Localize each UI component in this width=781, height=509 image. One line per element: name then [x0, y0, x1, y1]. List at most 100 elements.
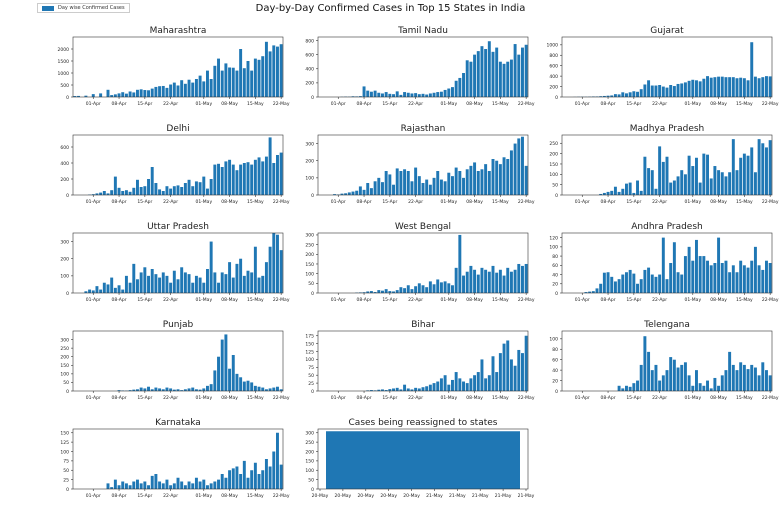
- bar: [731, 265, 735, 293]
- bar: [639, 190, 643, 195]
- bar: [191, 483, 195, 489]
- axes-frame: [72, 330, 284, 392]
- x-tick-label: 22-Apr: [163, 199, 178, 205]
- bar: [465, 60, 469, 97]
- bar: [469, 265, 473, 293]
- bar: [169, 282, 173, 293]
- bar: [621, 92, 625, 97]
- bar: [414, 167, 418, 195]
- y-tick-label: 100: [305, 271, 314, 277]
- bar: [680, 274, 684, 293]
- bar: [253, 58, 257, 97]
- bar: [176, 389, 180, 391]
- y-tick-label: 100: [60, 449, 69, 455]
- bar: [161, 389, 165, 391]
- chart-title: Andhra Pradesh: [631, 222, 702, 232]
- bar: [121, 191, 125, 195]
- bar: [476, 51, 480, 97]
- bar: [261, 56, 265, 97]
- y-tick-label: 60: [552, 263, 558, 269]
- bar: [276, 155, 279, 195]
- bar: [373, 181, 377, 195]
- bar: [695, 80, 698, 97]
- bar: [124, 483, 128, 489]
- bar: [257, 474, 261, 489]
- bar: [384, 171, 388, 195]
- bar: [242, 275, 246, 293]
- bar: [358, 96, 362, 97]
- bar: [110, 95, 114, 97]
- bar: [257, 59, 261, 97]
- bar: [476, 274, 480, 293]
- bar: [351, 96, 355, 97]
- bar: [124, 190, 128, 195]
- chart-title: Uttar Pradesh: [147, 222, 209, 232]
- x-tick-label: 20-May: [380, 493, 397, 499]
- bar: [161, 85, 165, 97]
- bar: [473, 269, 477, 293]
- bar: [706, 154, 709, 195]
- y-tick-label: 60: [552, 357, 558, 363]
- y-tick-label: 50: [63, 468, 69, 474]
- bar: [410, 289, 414, 293]
- axes-frame: [72, 134, 284, 196]
- y-tick-label: 150: [549, 162, 558, 168]
- bar: [669, 357, 673, 391]
- x-tick-label: 08-May: [710, 297, 727, 303]
- bar: [180, 390, 184, 391]
- bar: [469, 378, 473, 391]
- x-tick-label: 08-May: [221, 101, 238, 107]
- bar: [194, 275, 198, 293]
- bar: [242, 163, 246, 195]
- bar: [484, 49, 488, 97]
- y-tick-label: 40: [552, 368, 558, 374]
- bar: [706, 260, 709, 293]
- y-tick-label: 100: [305, 357, 314, 363]
- bar: [654, 85, 658, 97]
- legend-swatch: [42, 5, 54, 11]
- x-tick-label: 08-Apr: [601, 395, 616, 401]
- bar: [121, 289, 125, 293]
- bar: [513, 269, 517, 293]
- x-tick-label: 15-Apr: [137, 199, 152, 205]
- bar: [502, 157, 506, 195]
- bar: [121, 481, 125, 489]
- x-tick-label: 22-May: [518, 101, 535, 107]
- bar: [213, 164, 217, 195]
- bar: [432, 284, 436, 293]
- bar: [276, 234, 279, 293]
- bar: [643, 336, 647, 391]
- bar: [698, 81, 702, 97]
- y-tick-label: 600: [305, 52, 314, 58]
- bar: [654, 188, 658, 195]
- bar: [680, 170, 684, 195]
- bar: [231, 355, 235, 391]
- bar: [369, 291, 373, 293]
- bar: [621, 274, 625, 293]
- bar: [147, 485, 150, 489]
- bar: [447, 172, 451, 195]
- bar: [176, 85, 180, 97]
- bar: [661, 237, 665, 293]
- bar: [521, 353, 524, 391]
- bar: [369, 390, 373, 391]
- x-tick-label: 08-Apr: [112, 101, 127, 107]
- bar: [650, 370, 654, 391]
- bar: [484, 269, 488, 293]
- bar: [272, 387, 276, 391]
- bar: [524, 335, 528, 391]
- x-tick-label: 22-May: [273, 395, 290, 401]
- bar: [706, 380, 709, 391]
- x-tick-label: 01-Apr: [331, 199, 346, 205]
- bar: [147, 386, 150, 391]
- bar: [665, 279, 669, 293]
- bar: [706, 76, 709, 97]
- bar: [691, 260, 695, 293]
- y-tick-label: 100: [305, 468, 314, 474]
- bar: [110, 487, 114, 489]
- bar: [250, 70, 254, 97]
- bar: [187, 274, 191, 293]
- bar: [458, 171, 462, 195]
- bar: [625, 93, 628, 97]
- bar: [484, 378, 488, 391]
